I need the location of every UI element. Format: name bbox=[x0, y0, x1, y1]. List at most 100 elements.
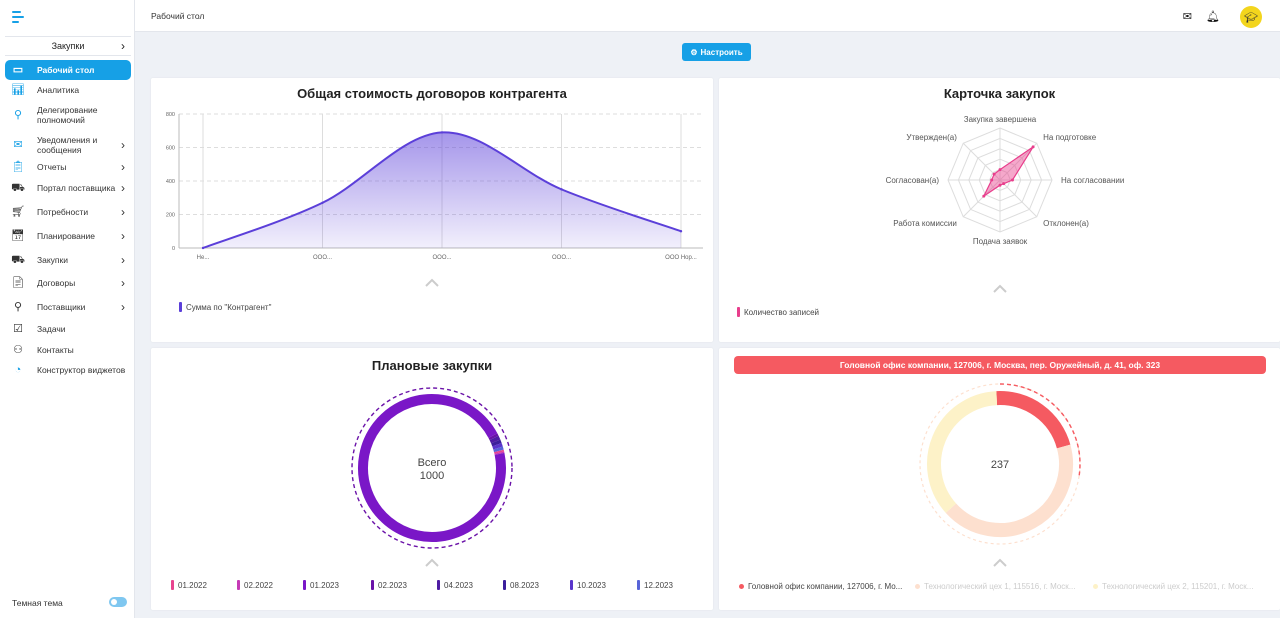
radar-point[interactable] bbox=[982, 194, 986, 198]
sidebar-item[interactable]: ⚲ Поставщики › bbox=[5, 300, 131, 314]
legend-item[interactable]: 01.2023 bbox=[303, 580, 339, 590]
donut-outline-highlight bbox=[999, 383, 1081, 477]
legend-item[interactable]: Количество записей bbox=[737, 307, 819, 317]
sidebar-item[interactable]: ⚲ Делегирование полномочий bbox=[5, 104, 131, 126]
sidebar-item[interactable]: 📋︎ Отчеты › bbox=[5, 160, 131, 174]
radar-point[interactable] bbox=[1031, 145, 1035, 149]
donut-segment[interactable] bbox=[945, 444, 1073, 537]
data-point[interactable] bbox=[679, 230, 683, 233]
y-tick-label: 400 bbox=[166, 179, 175, 185]
legend-swatch bbox=[179, 302, 182, 312]
data-point[interactable] bbox=[440, 131, 444, 134]
chevron-right-icon: › bbox=[121, 229, 125, 243]
radar-point[interactable] bbox=[992, 172, 996, 176]
office-widget: Головной офис компании, 127006, г. Москв… bbox=[719, 348, 1280, 610]
data-point[interactable] bbox=[201, 246, 205, 250]
chevron-right-icon: › bbox=[121, 138, 125, 152]
legend-label: Количество записей bbox=[744, 307, 820, 317]
legend-swatch bbox=[237, 580, 240, 590]
configure-button[interactable]: ⚙ Настроить bbox=[682, 43, 751, 61]
radar-point[interactable] bbox=[1002, 182, 1006, 186]
legend-item[interactable]: 08.2023 bbox=[503, 580, 539, 590]
sidebar-item[interactable]: ✉ Уведомления и сообщения › bbox=[5, 134, 131, 156]
legend-swatch bbox=[570, 580, 573, 590]
legend-swatch bbox=[303, 580, 306, 590]
radar-point[interactable] bbox=[1010, 178, 1014, 182]
chevron-right-icon: › bbox=[121, 276, 125, 290]
radar-point[interactable] bbox=[998, 168, 1002, 172]
legend-item[interactable]: 10.2023 bbox=[570, 580, 606, 590]
radar-point[interactable] bbox=[990, 178, 994, 182]
mail-icon[interactable]: ✉ bbox=[1182, 11, 1192, 23]
legend-label: Сумма по "Контрагент" bbox=[186, 302, 272, 312]
sidebar-item[interactable]: ⛟ Закупки › bbox=[5, 253, 131, 267]
contract-value-widget: Общая стоимость договоров контрагента 0 2… bbox=[151, 78, 713, 342]
legend-label: 08.2023 bbox=[510, 580, 539, 590]
sidebar-item-label: Поставщики bbox=[37, 302, 86, 312]
x-tick-label: ООО... bbox=[313, 255, 332, 261]
legend-item[interactable]: 02.2022 bbox=[237, 580, 273, 590]
sidebar-item[interactable]: 📅︎ Планирование › bbox=[5, 229, 131, 243]
theme-toggle[interactable] bbox=[109, 597, 127, 607]
collapse-caret-icon[interactable] bbox=[425, 556, 439, 570]
donut-segment[interactable] bbox=[491, 439, 502, 447]
legend-item[interactable]: Технологический цех 1, 115516, г. Моск..… bbox=[915, 582, 1075, 591]
legend-item[interactable]: 01.2022 bbox=[171, 580, 207, 590]
donut-segment[interactable] bbox=[358, 394, 506, 542]
legend-swatch bbox=[503, 580, 506, 590]
collapse-caret-icon[interactable] bbox=[993, 556, 1007, 570]
collapse-caret-icon[interactable] bbox=[425, 276, 439, 290]
menu-toggle-icon[interactable] bbox=[12, 11, 26, 23]
bell-icon[interactable]: 🔔︎ bbox=[1206, 11, 1220, 23]
donut-segment[interactable] bbox=[493, 446, 504, 453]
y-tick-label: 800 bbox=[166, 112, 175, 118]
sidebar: Закупки › ▭ Рабочий стол 📊︎ Аналитика ⚲ Делег… bbox=[0, 0, 135, 618]
area-chart: 0 200 400 600 800 Не... ООО... ООО... ООО... ООО … bbox=[166, 112, 703, 261]
sidebar-item[interactable]: ⚇ Контакты bbox=[5, 343, 131, 357]
legend-item[interactable]: 02.2023 bbox=[371, 580, 407, 590]
donut-segment[interactable] bbox=[927, 391, 998, 513]
donut-segment[interactable] bbox=[489, 435, 501, 444]
legend-label: 12.2023 bbox=[644, 580, 673, 590]
sidebar-item[interactable]: ▭ Рабочий стол bbox=[5, 60, 131, 80]
data-point[interactable] bbox=[560, 188, 563, 191]
donut-segment[interactable] bbox=[488, 433, 499, 441]
radar-spoke bbox=[999, 142, 1038, 181]
avatar[interactable]: 🎓︎ bbox=[1240, 6, 1262, 28]
legend-item[interactable]: Технологический цех 2, 115201, г. Моск..… bbox=[1093, 582, 1253, 591]
radar-axis-label: Подача заявок bbox=[973, 237, 1028, 246]
breadcrumb[interactable]: Рабочий стол bbox=[151, 11, 205, 21]
sidebar-item[interactable]: 🛒︎ Потребности › bbox=[5, 205, 131, 219]
sidebar-item[interactable]: 📊︎ Аналитика bbox=[5, 84, 131, 96]
office-banner[interactable]: Головной офис компании, 127006, г. Москв… bbox=[734, 356, 1266, 374]
data-point[interactable] bbox=[321, 201, 324, 204]
collapse-caret-icon[interactable] bbox=[993, 282, 1007, 296]
donut-center-label: Всего bbox=[418, 457, 447, 469]
donut-segment[interactable] bbox=[492, 443, 503, 450]
sidebar-item-label: Задачи bbox=[37, 324, 66, 334]
share-icon: ⚲ bbox=[13, 109, 23, 121]
legend-item[interactable]: Сумма по "Контрагент" bbox=[179, 302, 271, 312]
sidebar-item[interactable]: ◔ Конструктор виджетов bbox=[5, 363, 131, 377]
legend-label: 01.2022 bbox=[178, 580, 207, 590]
legend-label: Головной офис компании, 127006, г. Мо... bbox=[748, 582, 903, 591]
legend-label: 02.2023 bbox=[378, 580, 407, 590]
sidebar-item-label: Договоры bbox=[37, 278, 76, 288]
sidebar-item[interactable]: ⛟ Портал поставщика › bbox=[5, 181, 131, 195]
monitor-icon: ▭ bbox=[12, 64, 24, 76]
legend-item[interactable]: 12.2023 bbox=[637, 580, 673, 590]
cart-icon: 🛒︎ bbox=[11, 206, 25, 218]
legend-item[interactable]: 04.2023 bbox=[437, 580, 473, 590]
top-bar: Рабочий стол ✉ 🔔︎ 🎓︎ bbox=[135, 0, 1280, 32]
sidebar-item[interactable]: 📄︎ Договоры › bbox=[5, 276, 131, 290]
legend-item[interactable]: Головной офис компании, 127006, г. Мо... bbox=[739, 582, 902, 591]
radar-point[interactable] bbox=[998, 183, 1002, 187]
y-tick-label: 600 bbox=[166, 146, 175, 152]
sidebar-section-selector[interactable]: Закупки › bbox=[5, 36, 131, 56]
donut-segment[interactable] bbox=[996, 391, 1071, 449]
sidebar-item[interactable]: ☑ Задачи bbox=[5, 322, 131, 336]
planned-purchases-widget: Плановые закупки Всего 1000 01.2022 02.202… bbox=[151, 348, 713, 610]
legend-swatch bbox=[637, 580, 640, 590]
user-icon: ⚇ bbox=[13, 344, 23, 356]
y-tick-label: 0 bbox=[172, 246, 175, 252]
